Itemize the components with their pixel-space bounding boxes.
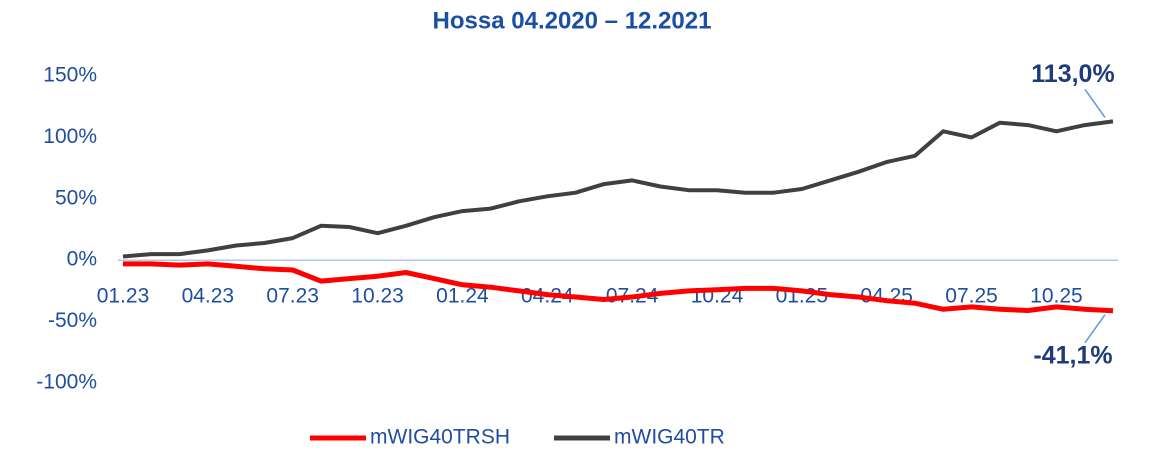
x-tick-label: 01.24: [436, 285, 489, 308]
y-tick-label: 50%: [55, 186, 97, 209]
x-tick-label: 04.23: [182, 285, 235, 308]
y-tick-label: -50%: [48, 309, 97, 332]
y-tick-label: -100%: [36, 371, 97, 394]
x-tick-label: 07.25: [945, 285, 998, 308]
y-tick-label: 0%: [67, 248, 97, 271]
y-tick-label: 150%: [43, 64, 97, 87]
legend-label: mWIG40TR: [614, 426, 725, 449]
leader-line: [1084, 89, 1106, 118]
chart-title: Hossa 04.2020 – 12.2021: [433, 7, 712, 34]
x-tick-label: 07.23: [266, 285, 319, 308]
annotation: -41,1%: [1033, 341, 1112, 369]
x-tick-label: 10.25: [1030, 285, 1083, 308]
annotation: 113,0%: [1031, 60, 1114, 88]
legend-label: mWIG40TRSH: [370, 426, 510, 449]
y-tick-label: 100%: [43, 125, 97, 148]
x-tick-label: 10.23: [351, 285, 404, 308]
line-series: [123, 261, 1114, 314]
leader-line: [1084, 314, 1106, 344]
line-series: [122, 119, 1114, 259]
x-tick-label: 01.23: [97, 285, 150, 308]
